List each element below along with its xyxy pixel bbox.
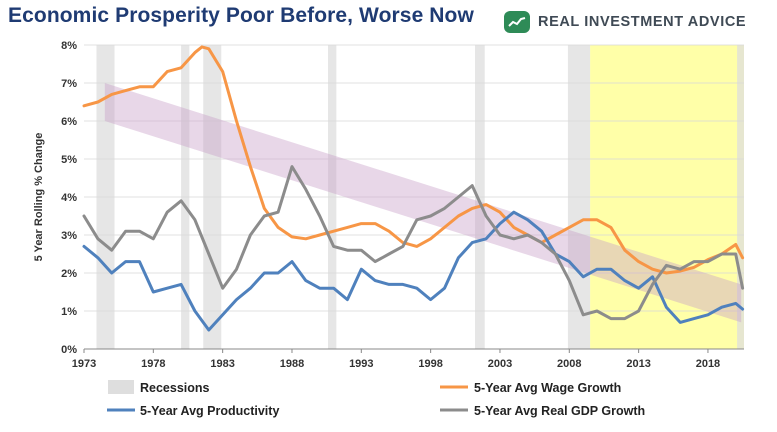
- wage-growth-line: [82, 45, 745, 275]
- brand-name: REAL INVESTMENT ADVICE: [538, 14, 747, 30]
- y-tick-label: 6%: [61, 116, 77, 128]
- y-axis-label: 5 Year Rolling % Change: [33, 133, 45, 262]
- legend-productivity-label: 5-Year Avg Productivity: [140, 404, 279, 418]
- y-tick-label: 7%: [61, 78, 77, 90]
- legend-recessions-label: Recessions: [140, 381, 210, 395]
- productivity-line: [82, 210, 745, 332]
- trend-band: [104, 83, 742, 323]
- brand: REAL INVESTMENT ADVICE: [504, 10, 746, 34]
- y-tick-label: 1%: [61, 306, 77, 318]
- legend-recession-swatch: [108, 380, 134, 394]
- x-tick-label: 2018: [696, 358, 720, 370]
- legend-gdp-label: 5-Year Avg Real GDP Growth: [474, 404, 645, 418]
- x-tick-label: 2013: [626, 358, 650, 370]
- y-tick-label: 3%: [61, 230, 77, 242]
- x-tick-label: 2003: [488, 358, 512, 370]
- legend-wage-label: 5-Year Avg Wage Growth: [474, 381, 621, 395]
- x-tick-label: 1983: [210, 358, 234, 370]
- y-tick-label: 8%: [61, 40, 77, 52]
- chart-logo-icon: [504, 11, 530, 33]
- chart-title: Economic Prosperity Poor Before, Worse N…: [8, 4, 474, 27]
- x-tick-label: 1998: [418, 358, 442, 370]
- y-tick-label: 0%: [61, 344, 77, 356]
- x-tick-label: 1993: [349, 358, 373, 370]
- x-tick-label: 1973: [72, 358, 96, 370]
- gdp-growth-line: [82, 165, 745, 321]
- x-tick-label: 1978: [141, 358, 165, 370]
- y-tick-label: 5%: [61, 154, 77, 166]
- y-tick-label: 2%: [61, 268, 77, 280]
- x-tick-label: 2008: [557, 358, 581, 370]
- y-tick-label: 4%: [61, 192, 77, 204]
- x-tick-label: 1988: [280, 358, 304, 370]
